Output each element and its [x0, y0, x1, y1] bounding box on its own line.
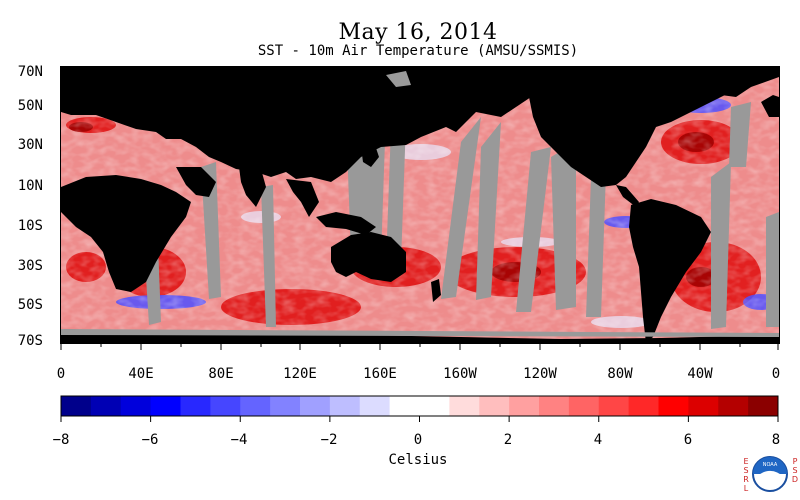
logo-letter-s: S	[743, 466, 748, 475]
lon-label: 40E	[128, 366, 154, 382]
colorbar-tick-label: −6	[141, 432, 159, 448]
colorbar-swatch	[329, 396, 361, 416]
colorbar-swatch	[539, 396, 570, 416]
lon-label: 80E	[208, 366, 234, 382]
lon-label: 160W	[443, 366, 477, 382]
colorbar-swatch	[300, 396, 331, 416]
lat-label: 10S	[17, 218, 43, 234]
colorbar-tick-label: 8	[771, 432, 781, 448]
logo-letter-p: P	[793, 457, 798, 466]
colorbar	[60, 395, 779, 422]
lon-label: 80W	[607, 366, 633, 382]
colorbar-swatch	[568, 396, 600, 416]
ice-regions	[61, 71, 779, 337]
colorbar-swatch	[688, 396, 719, 416]
colorbar-tick-label: 6	[683, 432, 693, 448]
colorbar-swatch	[270, 396, 301, 416]
colorbar-swatch	[120, 396, 152, 416]
lat-label: 30N	[17, 137, 43, 153]
colorbar-swatch	[180, 396, 211, 416]
colorbar-swatch	[90, 396, 122, 416]
land	[61, 67, 779, 343]
lon-label: 120W	[523, 366, 557, 382]
colorbar-swatch	[658, 396, 689, 416]
colorbar-tick-label: 4	[593, 432, 603, 448]
lon-label: 0	[56, 366, 66, 382]
logo-letter-e: E	[743, 457, 748, 466]
colorbar-swatch	[389, 396, 420, 416]
colorbar-tick-label: 2	[503, 432, 513, 448]
noaa-emblem-sky	[753, 457, 787, 474]
colorbar-swatch	[449, 396, 480, 416]
logo-letter-r: R	[743, 475, 749, 484]
lon-label: 0	[771, 366, 781, 382]
lat-label: 50N	[17, 98, 43, 114]
map-title: May 16, 2014	[338, 20, 498, 45]
map-subtitle: SST - 10m Air Temperature (AMSU/SSMIS)	[257, 43, 579, 59]
logo-letter-d: D	[792, 475, 798, 484]
lat-label: 70S	[17, 333, 43, 349]
sst-anomaly-map	[60, 66, 780, 344]
lon-label: 160E	[363, 366, 397, 382]
colorbar-tick-label: −8	[52, 432, 70, 448]
lat-label: 10N	[17, 178, 43, 194]
colorbar-swatch	[210, 396, 241, 416]
logo-letter-s2: S	[792, 466, 797, 475]
lat-label: 30S	[17, 258, 43, 274]
lat-label: 70N	[17, 64, 43, 80]
colorbar-swatch	[598, 396, 630, 416]
colorbar-swatch	[359, 396, 391, 416]
noaa-emblem-text: NOAA	[763, 462, 778, 468]
colorbar-swatch	[419, 396, 450, 416]
colorbar-units: Celsius	[388, 452, 448, 468]
colorbar-tick-label: −4	[230, 432, 248, 448]
colorbar-swatch	[628, 396, 659, 416]
colorbar-tick-label: −2	[320, 432, 338, 448]
longitude-tick-marks	[60, 342, 779, 350]
map-graphic	[61, 67, 779, 343]
colorbar-swatch	[479, 396, 510, 416]
colorbar-swatch	[150, 396, 181, 416]
colorbar-swatch	[61, 396, 92, 416]
colorbar-tick-label: 0	[413, 432, 423, 448]
lat-label: 50S	[17, 297, 43, 313]
lon-label: 120E	[283, 366, 317, 382]
logo-letter-l: L	[744, 484, 749, 493]
noaa-esrl-psd-logo: E S R L P S D NOAA	[743, 456, 798, 493]
colorbar-swatch	[240, 396, 271, 416]
colorbar-swatch	[509, 396, 540, 416]
lon-label: 40W	[687, 366, 713, 382]
colorbar-swatch	[718, 396, 749, 416]
noaa-emblem-wave	[754, 471, 786, 481]
colorbar-swatch	[748, 396, 779, 416]
